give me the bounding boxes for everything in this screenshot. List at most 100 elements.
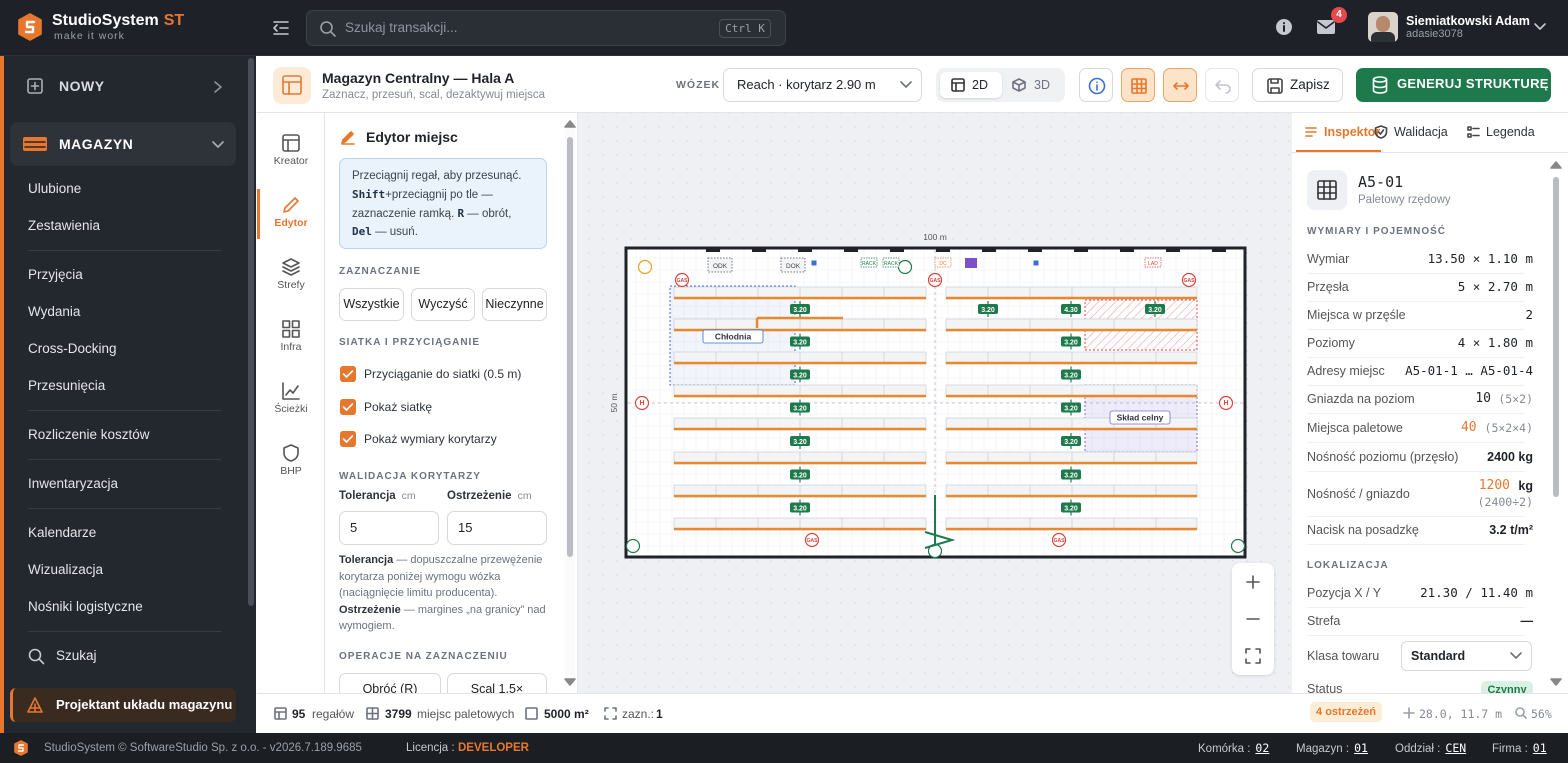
undo-button[interactable] [1205,68,1239,102]
field-input[interactable]: 15 [447,511,547,545]
tool-label[interactable]: Kreator [273,155,309,167]
nav-new[interactable]: NOWY [59,78,105,94]
icon-part [1522,714,1527,719]
generate-button[interactable]: GENERUJ STRUKTURĘ [1356,68,1551,102]
footer-field: Firma : 01 [1492,739,1547,758]
footer: StudioSystem © SoftwareStudio Sp. z o.o.… [0,733,1568,763]
row-label: Pozycja X / Y [1307,586,1382,600]
icon [342,370,354,378]
row-label: Nacisk na posadzkę [1307,523,1419,537]
nav-item[interactable]: Ulubione [28,181,82,196]
class-select[interactable]: Standard [1401,641,1532,671]
icon [951,78,965,92]
operation-button[interactable]: Obróć (R) [339,673,441,693]
icon [1317,180,1337,200]
zone-label-box [1109,410,1171,425]
row-label: Nośność / gniazdo [1307,487,1410,501]
operation-button[interactable]: Scal 1.5× [447,673,547,693]
aisle-badge [790,502,810,513]
icon-part [1403,707,1415,719]
icon-part [900,81,912,88]
aisle-badge [1061,436,1081,446]
field-input[interactable]: 5 [339,511,439,545]
row-label: Strefa [1307,614,1341,628]
dock [780,257,806,273]
inspector-tab[interactable]: Walidacja [1394,125,1448,139]
view-2d[interactable]: 2D [940,72,1002,98]
marker [927,272,943,288]
nav-item[interactable]: Wizualizacja [28,562,104,577]
aisle-badge [1145,304,1165,314]
top-bar: StudioSystem ST make it work Szukaj transak… [0,0,1568,56]
inspector-tab[interactable]: Legenda [1486,125,1535,139]
field-value: 5 [350,520,358,535]
icon-part [1317,180,1337,200]
icon [1372,76,1388,94]
warning-pill[interactable]: 4 ostrzeżeń [1310,702,1382,722]
nav-item[interactable]: Przesunięcia [28,378,106,393]
stat-label: regałów [312,707,355,721]
icon-part [283,444,299,462]
icon-part [1012,78,1026,92]
selection-button[interactable]: Nieczynne [482,288,547,321]
truck-select[interactable]: Reach · korytarz 2.90 m [723,68,922,102]
checkbox[interactable] [340,398,356,415]
icon-part [1374,125,1388,139]
icon-part [604,707,617,720]
tool-label[interactable]: Edytor [274,217,308,229]
door [1212,249,1226,252]
row-label: Miejsca w przęśle [1307,308,1406,322]
checkbox-label: Pokaż wymiary korytarzy [364,432,497,446]
icon [900,81,912,88]
search-box[interactable]: Szukaj transakcji... Ctrl K [306,10,786,46]
info-button[interactable] [1079,68,1113,102]
warehouse-plan[interactable]: 100 m 50 m 3.20 3.20 3.20 3.20 3.20 3.20 3.20 4.3… [578,113,1292,693]
hint-box: Przeciągnij regał, aby przesunąć. Shift+… [339,158,547,249]
aisle-badge [790,369,810,380]
grid-button[interactable] [1121,68,1155,102]
selection-button[interactable]: Wszystkie [339,288,404,321]
class-value: Standard [1411,649,1466,663]
marker-label: GAS [1054,538,1066,544]
row-divider [1307,413,1525,414]
tool-active-bar [257,189,260,239]
icon-part [1515,707,1525,717]
nav-item[interactable]: Rozliczenie kosztów [28,427,150,442]
icon [1317,20,1335,34]
inspector-tab[interactable]: Inspektor [1324,125,1381,139]
tool-label[interactable]: BHP [280,465,302,477]
nav-item[interactable]: Kalendarze [28,525,97,540]
row-label: Nośność poziomu (przęsło) [1307,450,1459,464]
accent-stripe [0,56,4,733]
selection-button[interactable]: Wyczyść [411,288,475,321]
zone-label: Chłodnia [715,332,752,342]
nav-search[interactable]: Szukaj [56,648,97,663]
nav-section[interactable]: MAGAZYN [10,122,236,166]
nav-item[interactable]: Inwentaryzacja [28,476,119,491]
tool-label[interactable]: Strefy [277,279,305,291]
save-button[interactable]: Zapisz [1252,68,1343,102]
nav-active[interactable]: Projektant układu magazynu [10,688,236,722]
editor-panel: Edytor miejsc Przeciągnij regał, aby prze… [325,113,578,693]
nav-item[interactable]: Przyjęcia [28,267,83,282]
footer-field-value: CEN [1445,741,1467,755]
icon [283,197,299,213]
nav-item[interactable]: Nośniki logistyczne [28,599,143,614]
tool-label[interactable]: Infra [280,341,302,353]
aisle-badge [1061,469,1081,480]
checkbox[interactable] [340,366,356,382]
infra-point [811,260,817,266]
checkbox[interactable] [340,431,356,447]
view-3d[interactable]: 3D [1004,72,1062,98]
nav-item[interactable]: Cross-Docking [28,341,117,356]
dimension-button[interactable] [1163,68,1197,102]
icon [23,137,47,151]
infra-tag-label: RACK [862,261,877,267]
nav-item[interactable]: Zestawienia [28,218,101,233]
footer-field: Komórka : 02 [1198,739,1269,758]
marker [1051,532,1067,548]
nav-item[interactable]: Wydania [28,304,81,319]
icon-part [24,141,46,148]
note-text: — dopuszczalne przewężenie korytarza pon… [339,554,543,600]
tool-label[interactable]: Ścieżki [274,403,308,415]
